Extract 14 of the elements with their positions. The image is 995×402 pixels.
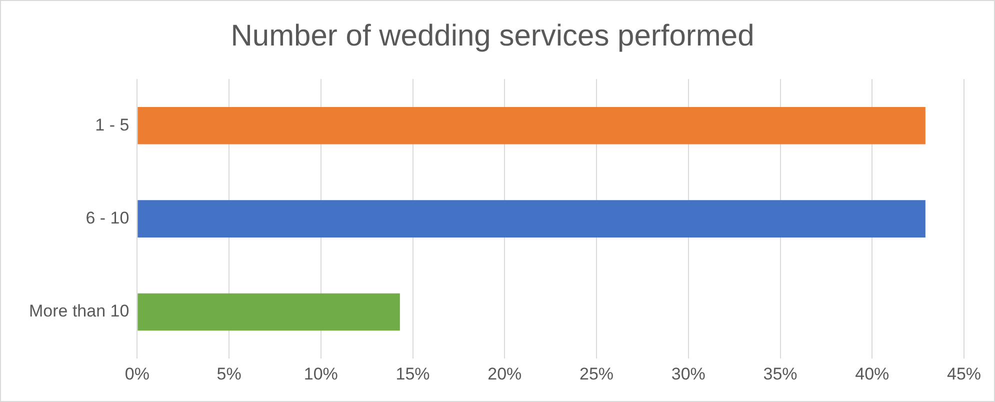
x-tick-label: 30% bbox=[671, 364, 706, 384]
x-tick-label: 25% bbox=[580, 364, 614, 384]
y-tick-label: 1 - 5 bbox=[95, 115, 130, 134]
x-tick-label: 20% bbox=[488, 364, 522, 384]
x-tick-label: 10% bbox=[304, 364, 338, 384]
x-tick-label: 45% bbox=[946, 364, 982, 384]
chart-title: Number of wedding services performed bbox=[230, 19, 754, 52]
x-tick-label: 40% bbox=[855, 364, 890, 384]
x-tick-label: 35% bbox=[763, 364, 798, 384]
x-tick-label: 5% bbox=[216, 364, 242, 384]
y-tick-label: More than 10 bbox=[28, 302, 130, 321]
x-tick-label: 15% bbox=[396, 364, 430, 384]
y-tick-label: 6 - 10 bbox=[86, 208, 130, 228]
x-tick-label: 0% bbox=[124, 364, 150, 384]
